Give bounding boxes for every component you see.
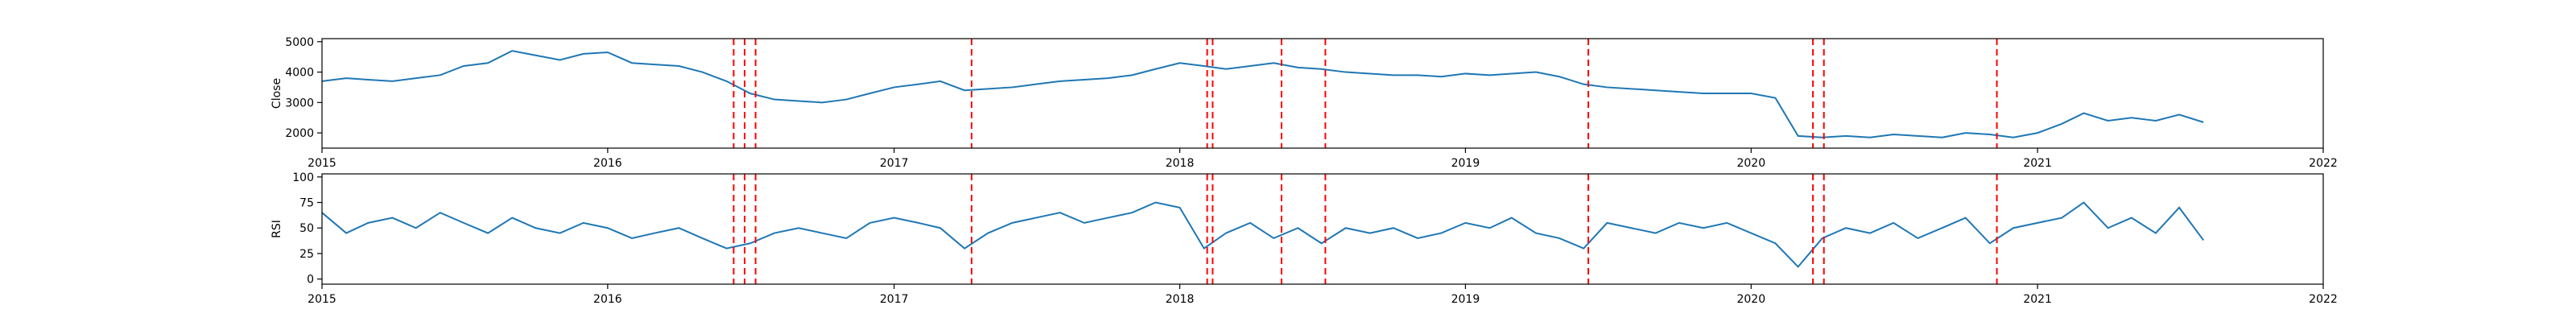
y-tick-label: 25: [299, 248, 314, 261]
rsi-axes-frame: [321, 173, 2324, 285]
close-series-line: [321, 50, 2204, 138]
x-tick-label: 2017: [880, 157, 909, 170]
close-y-axis-label: Close: [270, 78, 283, 109]
x-tick-label: 2018: [1166, 293, 1195, 306]
x-tick-label: 2019: [1451, 293, 1480, 306]
x-tick-label: 2020: [1736, 157, 1765, 170]
y-tick-label: 100: [292, 171, 314, 184]
rsi-series-line: [321, 201, 2205, 268]
x-tick-label: 2021: [2023, 293, 2052, 306]
y-tick-label: 50: [299, 222, 314, 235]
x-tick-label: 2017: [880, 293, 909, 306]
rsi-y-axis-label: RSI: [270, 220, 283, 238]
x-tick-label: 2015: [308, 293, 336, 306]
close-axes-frame: [321, 38, 2324, 149]
x-tick-label: 2016: [593, 157, 622, 170]
y-tick-label: 3000: [285, 97, 314, 109]
y-tick-label: 75: [299, 197, 314, 210]
x-tick-label: 2019: [1451, 157, 1480, 170]
x-tick-label: 2022: [2309, 157, 2338, 170]
x-tick-label: 2022: [2309, 293, 2338, 306]
rsi-panel: 2015 2016 2017 2018 2019 2020 2021 2022 0 25 50 75 1…: [270, 171, 2338, 306]
close-price-panel: 2015 2016 2017 2018 2019 2020 2021 2022 2000 3000…: [270, 36, 2338, 170]
x-tick-label: 2015: [308, 157, 336, 170]
x-tick-label: 2021: [2023, 157, 2052, 170]
y-tick-label: 4000: [285, 67, 314, 80]
y-tick-label: 2000: [285, 127, 314, 140]
y-tick-label: 0: [307, 274, 314, 287]
x-tick-label: 2016: [593, 293, 622, 306]
x-tick-label: 2020: [1736, 293, 1765, 306]
y-tick-label: 5000: [285, 36, 314, 49]
x-tick-label: 2018: [1166, 157, 1195, 170]
